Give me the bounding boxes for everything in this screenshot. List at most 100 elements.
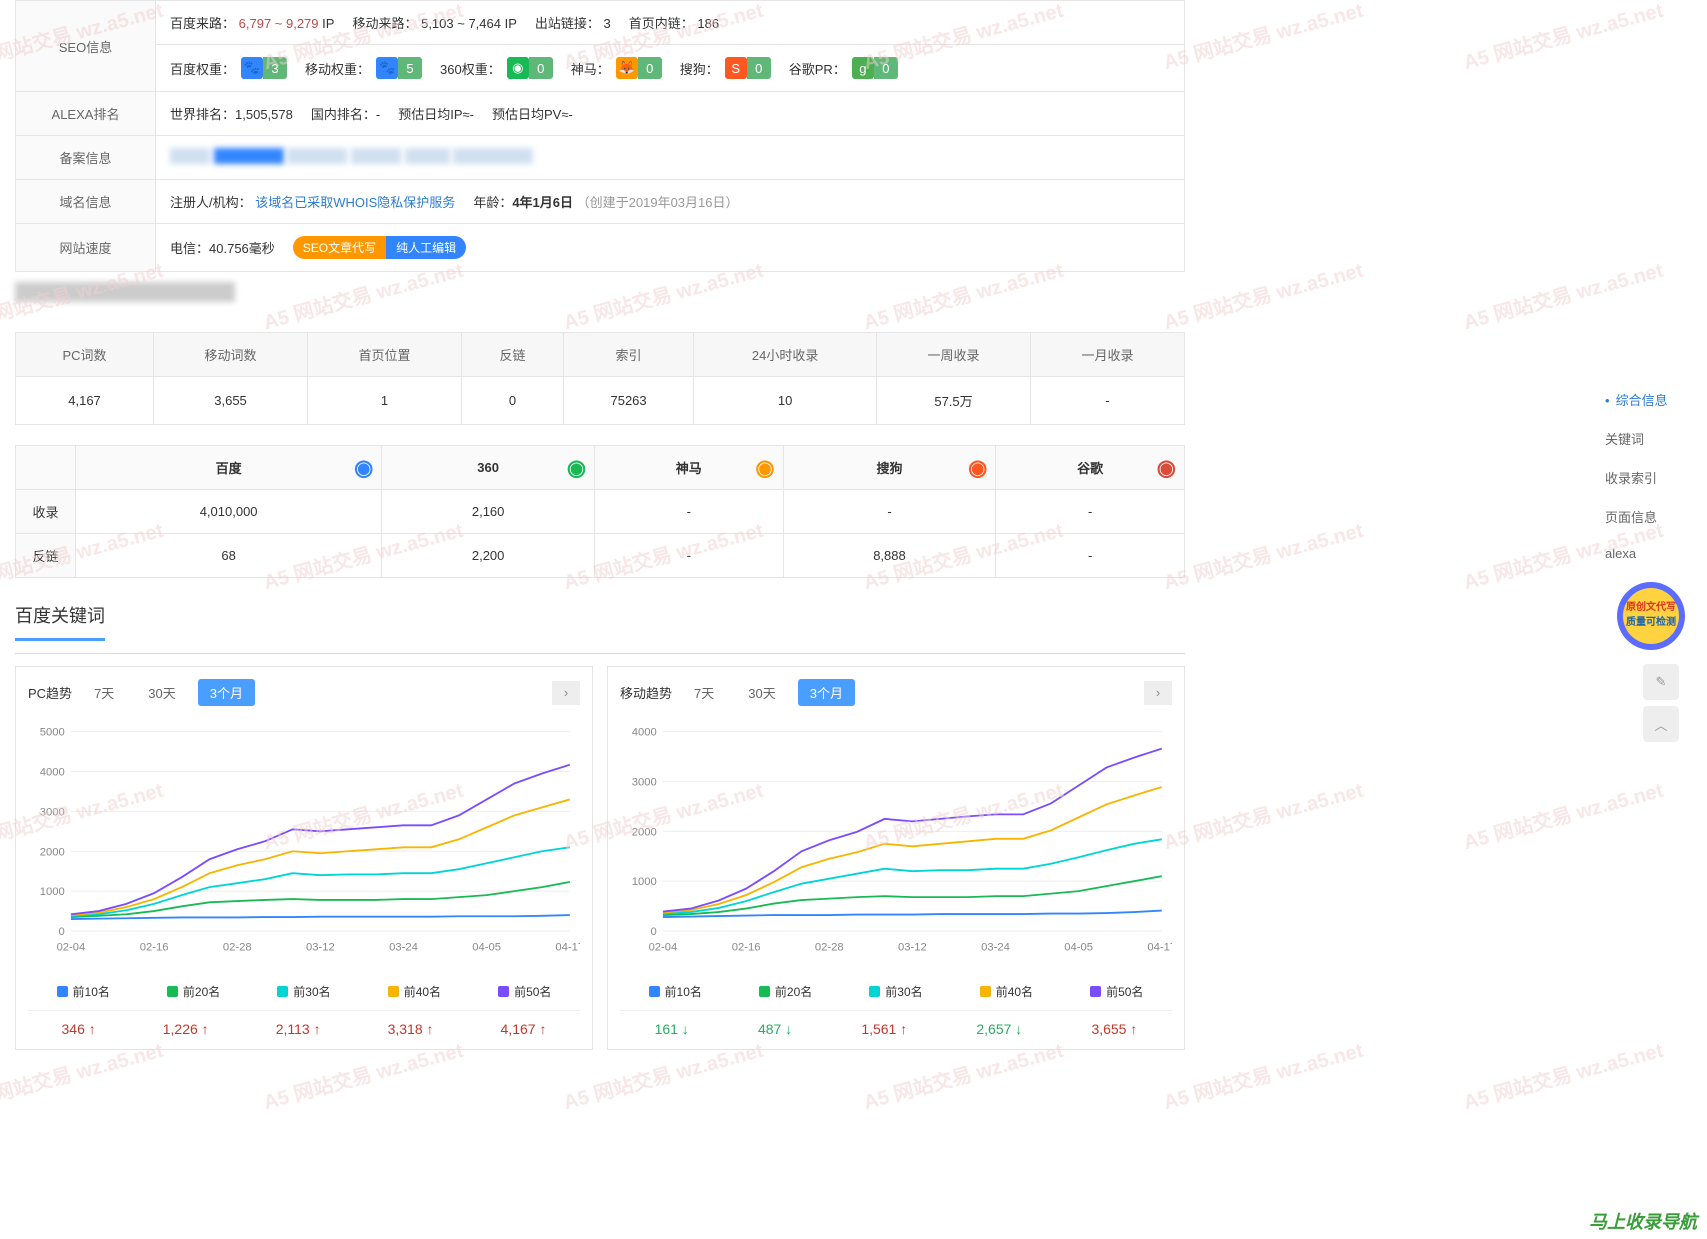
svg-text:02-28: 02-28 <box>223 941 252 953</box>
speed-label: 网站速度 <box>16 224 156 272</box>
legend-item[interactable]: 前10名 <box>649 983 702 1000</box>
svg-text:0: 0 <box>651 926 657 938</box>
stats-value: 75263 <box>563 377 693 425</box>
promo-badge[interactable]: 原创文代写 质量可检测 <box>1615 580 1687 652</box>
svg-text:03-12: 03-12 <box>898 941 927 953</box>
pc-chart-panel: PC趋势7天30天3个月› 01000200030004000500002-04… <box>15 666 593 1050</box>
svg-text:1000: 1000 <box>632 876 657 888</box>
svg-text:03-24: 03-24 <box>981 941 1010 953</box>
svg-text:02-16: 02-16 <box>140 941 169 953</box>
svg-text:03-24: 03-24 <box>389 941 418 953</box>
svg-text:5000: 5000 <box>40 727 65 739</box>
pc-trend-chart: 0 1000 2000 3000 4000 5000 02-04 02-16 02-28 03-1… <box>28 714 580 964</box>
stats-value: 0 <box>461 377 563 425</box>
keyword-section-title: 百度关键词 <box>15 602 105 641</box>
stats-header: PC词数 <box>16 333 154 377</box>
chart-next-button[interactable]: › <box>552 681 580 705</box>
legend-item[interactable]: 前40名 <box>388 983 441 1000</box>
seo-info-label: SEO信息 <box>16 1 156 92</box>
svg-text:04-17: 04-17 <box>1147 941 1172 953</box>
svg-text:04-05: 04-05 <box>1064 941 1093 953</box>
stats-header: 首页位置 <box>308 333 462 377</box>
stats-header: 24小时收录 <box>694 333 877 377</box>
svg-text:04-05: 04-05 <box>472 941 501 953</box>
seo-write-button[interactable]: SEO文章代写 纯人工编辑 <box>293 236 466 259</box>
se-header: 搜狗◉ <box>783 446 996 490</box>
stats-value: 4,167 <box>16 377 154 425</box>
edit-button[interactable]: ✎ <box>1643 664 1679 700</box>
svg-text:1000: 1000 <box>40 886 65 898</box>
svg-text:02-04: 02-04 <box>57 941 86 953</box>
stat-value: 487 ↓ <box>758 1021 792 1037</box>
se-header: 360◉ <box>382 446 595 490</box>
stats-value: - <box>1030 377 1184 425</box>
stat-value: 4,167 ↑ <box>501 1021 547 1037</box>
legend-item[interactable]: 前30名 <box>277 983 330 1000</box>
stats-value: 10 <box>694 377 877 425</box>
mobile-trend-chart: 0 1000 2000 3000 4000 02-04 02-16 02-28 03-12 03-… <box>620 714 1172 964</box>
legend-item[interactable]: 前40名 <box>980 983 1033 1000</box>
svg-text:02-04: 02-04 <box>649 941 678 953</box>
sidebar-item[interactable]: 收录索引 <box>1597 458 1687 497</box>
svg-text:3000: 3000 <box>40 806 65 818</box>
beian-label: 备案信息 <box>16 136 156 180</box>
alexa-label: ALEXA排名 <box>16 92 156 136</box>
svg-text:0: 0 <box>59 926 65 938</box>
se-header: 百度◉ <box>76 446 382 490</box>
stats-table: PC词数移动词数首页位置反链索引24小时收录一周收录一月收录 4,1673,65… <box>15 332 1185 425</box>
stats-value: 3,655 <box>154 377 308 425</box>
legend-item[interactable]: 前50名 <box>1090 983 1143 1000</box>
stat-value: 1,561 ↑ <box>861 1021 907 1037</box>
stats-value: 57.5万 <box>877 377 1031 425</box>
legend-item[interactable]: 前50名 <box>498 983 551 1000</box>
pencil-icon: ✎ <box>1656 674 1667 690</box>
svg-text:4000: 4000 <box>40 767 65 779</box>
svg-text:02-16: 02-16 <box>732 941 761 953</box>
chart-tab[interactable]: 30天 <box>136 679 187 706</box>
stat-value: 161 ↓ <box>655 1021 689 1037</box>
chart-tab[interactable]: 7天 <box>682 679 726 706</box>
stats-header: 反链 <box>461 333 563 377</box>
svg-text:3000: 3000 <box>632 777 657 789</box>
svg-text:2000: 2000 <box>40 846 65 858</box>
legend-item[interactable]: 前10名 <box>57 983 110 1000</box>
svg-text:03-12: 03-12 <box>306 941 335 953</box>
stat-value: 3,655 ↑ <box>1091 1021 1137 1037</box>
stats-header: 移动词数 <box>154 333 308 377</box>
stat-value: 346 ↑ <box>62 1021 96 1037</box>
chart-next-button[interactable]: › <box>1144 681 1172 705</box>
mobile-chart-panel: 移动趋势 7天 30天 3个月 › 0 1000 2000 3000 4000 02-04 02-1… <box>607 666 1185 1050</box>
stats-header: 索引 <box>563 333 693 377</box>
chart-tab[interactable]: 30天 <box>736 679 787 706</box>
chart-tab[interactable]: 3个月 <box>198 679 255 706</box>
svg-text:02-28: 02-28 <box>815 941 844 953</box>
svg-text:4000: 4000 <box>632 727 657 739</box>
se-header: 神马◉ <box>595 446 784 490</box>
bottom-promo-text[interactable]: 马上收录导航 <box>1589 1208 1697 1234</box>
stat-value: 3,318 ↑ <box>388 1021 434 1037</box>
stat-value: 2,657 ↓ <box>976 1021 1022 1037</box>
stat-value: 2,113 ↑ <box>276 1021 321 1037</box>
stats-value: 1 <box>308 377 462 425</box>
chart-tab[interactable]: 3个月 <box>798 679 855 706</box>
legend-item[interactable]: 前20名 <box>167 983 220 1000</box>
sidebar-item[interactable]: 页面信息 <box>1597 497 1687 536</box>
sidebar-item[interactable]: 关键词 <box>1597 419 1687 458</box>
svg-text:04-17: 04-17 <box>555 941 580 953</box>
legend-item[interactable]: 前30名 <box>869 983 922 1000</box>
info-table: SEO信息 百度来路： 6,797 ~ 9,279 IP 移动来路： 5,103… <box>15 0 1185 272</box>
chart-tab[interactable]: 7天 <box>82 679 126 706</box>
domain-label: 域名信息 <box>16 180 156 224</box>
chart-title: 移动趋势 <box>620 683 672 702</box>
sidebar-item[interactable]: alexa <box>1597 536 1687 571</box>
scroll-top-button[interactable]: ︿ <box>1643 706 1679 742</box>
sidebar-item[interactable]: 综合信息 <box>1597 380 1687 419</box>
chevron-up-icon: ︿ <box>1654 715 1667 734</box>
legend-item[interactable]: 前20名 <box>759 983 812 1000</box>
stat-value: 1,226 ↑ <box>163 1021 209 1037</box>
stats-header: 一周收录 <box>877 333 1031 377</box>
stats-header: 一月收录 <box>1030 333 1184 377</box>
svg-text:2000: 2000 <box>632 826 657 838</box>
sidebar-nav: 综合信息关键词收录索引页面信息alexa <box>1597 380 1687 571</box>
whois-link[interactable]: 该域名已采取WHOIS隐私保护服务 <box>255 195 455 210</box>
